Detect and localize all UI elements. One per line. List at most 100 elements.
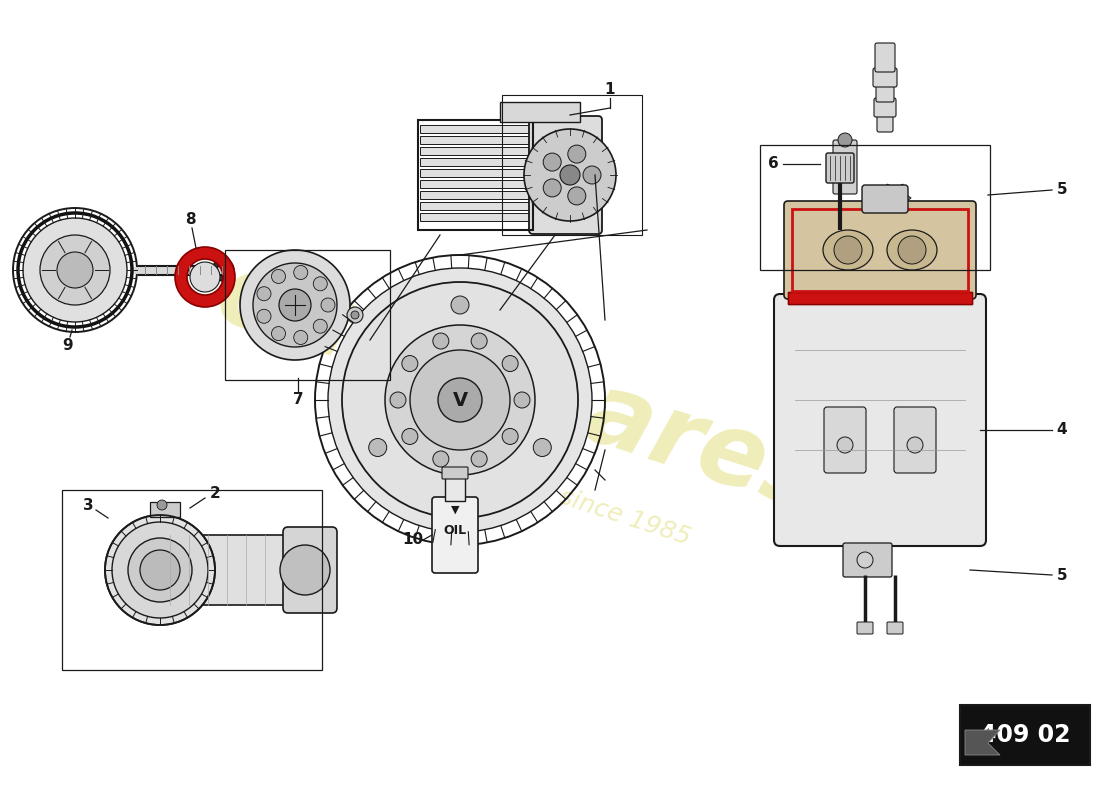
Text: 2: 2 (210, 486, 220, 501)
Text: 3: 3 (82, 498, 94, 513)
FancyBboxPatch shape (824, 407, 866, 473)
FancyBboxPatch shape (874, 98, 896, 117)
Text: a passion for parts since 1985: a passion for parts since 1985 (327, 410, 693, 550)
Circle shape (908, 437, 923, 453)
FancyBboxPatch shape (432, 497, 478, 573)
Circle shape (838, 133, 853, 147)
Circle shape (503, 429, 518, 445)
Circle shape (514, 392, 530, 408)
Bar (500, 102, 580, 122)
Bar (226, 250, 390, 380)
Circle shape (240, 250, 350, 360)
Bar (150, 502, 180, 517)
Bar (62, 490, 322, 670)
Text: 5: 5 (1057, 182, 1067, 198)
Circle shape (294, 330, 308, 345)
Polygon shape (965, 730, 1000, 755)
Bar (420, 136, 531, 144)
Circle shape (534, 438, 551, 457)
Bar (420, 180, 531, 188)
Text: V: V (452, 390, 468, 410)
Text: 9: 9 (63, 338, 74, 353)
Bar (788, 292, 972, 304)
Bar (420, 202, 531, 210)
Circle shape (157, 500, 167, 510)
Bar (420, 158, 531, 166)
Circle shape (402, 429, 418, 445)
Bar (446, 475, 465, 501)
Circle shape (346, 307, 363, 323)
FancyBboxPatch shape (874, 43, 895, 72)
Text: eurospares: eurospares (205, 246, 836, 534)
FancyBboxPatch shape (784, 201, 976, 299)
Circle shape (834, 236, 862, 264)
FancyBboxPatch shape (833, 140, 857, 194)
Circle shape (272, 326, 286, 341)
Circle shape (543, 153, 561, 171)
Circle shape (342, 282, 578, 518)
Circle shape (272, 270, 286, 283)
Ellipse shape (823, 230, 873, 270)
Bar (418, 120, 534, 230)
Circle shape (253, 263, 337, 347)
Bar (420, 213, 531, 221)
FancyBboxPatch shape (826, 153, 854, 183)
FancyBboxPatch shape (529, 116, 602, 234)
FancyBboxPatch shape (774, 294, 986, 546)
Circle shape (279, 289, 311, 321)
Circle shape (328, 268, 592, 532)
Circle shape (438, 378, 482, 422)
Circle shape (128, 538, 192, 602)
Text: 7: 7 (293, 393, 304, 407)
Circle shape (524, 129, 616, 221)
FancyBboxPatch shape (876, 80, 894, 102)
Text: 8: 8 (185, 213, 196, 227)
Polygon shape (879, 184, 911, 212)
FancyBboxPatch shape (283, 527, 337, 613)
Bar (420, 191, 531, 199)
Ellipse shape (887, 230, 937, 270)
Bar (420, 169, 531, 177)
Circle shape (898, 236, 926, 264)
Text: 409 02: 409 02 (980, 723, 1070, 747)
Bar (788, 292, 972, 304)
FancyBboxPatch shape (442, 467, 468, 479)
Text: 6: 6 (768, 155, 779, 170)
Circle shape (471, 451, 487, 467)
Bar (760, 145, 990, 270)
Circle shape (560, 165, 580, 185)
Wedge shape (175, 247, 235, 307)
Circle shape (351, 311, 359, 319)
Circle shape (471, 333, 487, 349)
Circle shape (294, 266, 308, 279)
Text: 4: 4 (1057, 422, 1067, 438)
Bar (160, 535, 290, 605)
Text: 1: 1 (605, 82, 615, 98)
Circle shape (410, 350, 510, 450)
Circle shape (190, 262, 220, 292)
Bar (420, 147, 531, 155)
Circle shape (257, 286, 271, 301)
Circle shape (543, 179, 561, 197)
Circle shape (140, 550, 180, 590)
Circle shape (368, 438, 387, 457)
Circle shape (57, 252, 94, 288)
FancyBboxPatch shape (887, 622, 903, 634)
Circle shape (857, 552, 873, 568)
FancyBboxPatch shape (873, 68, 896, 87)
FancyBboxPatch shape (862, 185, 907, 213)
Circle shape (568, 187, 586, 205)
FancyBboxPatch shape (877, 108, 893, 132)
Text: 10: 10 (403, 533, 424, 547)
Circle shape (402, 355, 418, 371)
Text: 5: 5 (1057, 567, 1067, 582)
FancyBboxPatch shape (857, 622, 873, 634)
Wedge shape (212, 259, 234, 281)
Circle shape (314, 319, 328, 334)
Bar (792, 209, 968, 291)
FancyBboxPatch shape (894, 407, 936, 473)
Bar (502, 95, 642, 235)
Circle shape (432, 333, 449, 349)
Text: ▼: ▼ (451, 505, 460, 515)
Circle shape (583, 166, 601, 184)
